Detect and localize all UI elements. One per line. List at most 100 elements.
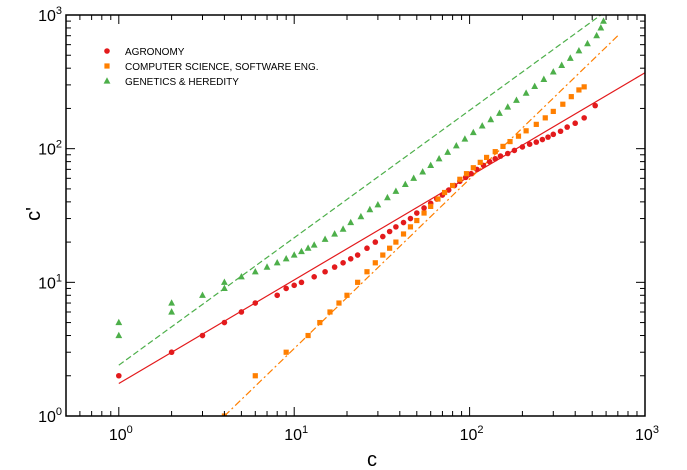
point-s0-22 — [407, 215, 414, 222]
x-tick-label-3-base: 10 — [635, 427, 653, 444]
point-s2-2 — [168, 308, 176, 315]
point-s0-13 — [340, 260, 346, 266]
point-s2-29 — [435, 154, 443, 162]
x-tick-label-2: 102 — [460, 424, 484, 444]
point-s1-24 — [470, 165, 476, 171]
point-s2-27 — [419, 168, 427, 175]
point-s0-6 — [274, 292, 281, 299]
point-s2-19 — [347, 218, 355, 226]
point-s1-1 — [252, 373, 258, 379]
x-tick-label-2-exp: 2 — [477, 424, 483, 436]
legend: AGRONOMY COMPUTER SCIENCE, SOFTWARE ENG. G… — [103, 47, 319, 88]
point-s0-47 — [564, 124, 570, 130]
fit-line-2 — [118, 15, 602, 366]
point-s1-16 — [414, 217, 420, 224]
legend-marker-1 — [104, 63, 110, 69]
y-tick-label-1-exp: 1 — [56, 272, 62, 284]
y-tick-label-2-base: 10 — [38, 142, 56, 159]
point-s1-23 — [463, 171, 470, 177]
point-s2-20 — [357, 212, 365, 220]
point-s0-39 — [511, 147, 518, 154]
point-s2-5 — [221, 284, 228, 292]
point-s2-10 — [273, 259, 281, 266]
point-s2-0 — [115, 331, 123, 339]
point-s2-32 — [461, 135, 469, 142]
point-s1-3 — [305, 332, 311, 339]
fit-line-1 — [223, 35, 619, 416]
point-s0-36 — [492, 155, 499, 162]
point-s0-21 — [400, 219, 407, 226]
point-s2-34 — [478, 122, 486, 129]
point-s2-12 — [290, 251, 298, 258]
point-s1-38 — [581, 84, 587, 90]
x-axis-title: c — [367, 449, 377, 470]
point-s0-24 — [421, 205, 427, 211]
point-s1-20 — [441, 189, 448, 196]
y-tick-label-1: 101 — [38, 272, 62, 292]
point-s0-11 — [322, 268, 328, 275]
point-s2-36 — [496, 109, 503, 116]
point-s2-9 — [263, 263, 271, 270]
point-s1-7 — [344, 292, 350, 298]
point-s2-47 — [593, 31, 601, 39]
point-s2-35 — [487, 115, 495, 123]
point-s1-5 — [327, 309, 333, 315]
point-s2-43 — [558, 61, 566, 68]
legend-label-1: COMPUTER SCIENCE, SOFTWARE ENG. — [125, 62, 319, 73]
point-s2-25 — [401, 180, 409, 188]
point-s1-36 — [568, 94, 574, 100]
point-s1-30 — [515, 133, 522, 139]
point-s0-12 — [331, 264, 338, 270]
point-s1-2 — [283, 349, 289, 355]
point-s0-5 — [252, 300, 259, 306]
point-s2-22 — [374, 201, 382, 208]
point-s2-30 — [444, 148, 452, 155]
point-s0-48 — [572, 120, 579, 127]
legend-marker-0 — [104, 48, 110, 54]
point-s1-33 — [542, 115, 548, 121]
point-s2-28 — [427, 161, 435, 168]
point-s2-3 — [168, 299, 176, 306]
x-tick-label-3-exp: 3 — [653, 424, 659, 436]
point-s1-6 — [336, 300, 342, 306]
point-s0-18 — [380, 233, 386, 240]
point-s2-15 — [310, 241, 318, 248]
point-s0-40 — [519, 144, 526, 150]
x-tick-label-1-exp: 1 — [302, 424, 308, 436]
point-s1-34 — [550, 108, 556, 115]
point-s1-25 — [477, 159, 483, 165]
point-s0-35 — [486, 158, 493, 165]
point-s1-29 — [507, 138, 513, 145]
point-s0-44 — [545, 134, 551, 140]
point-s2-48 — [597, 24, 605, 31]
y-tick-label-0-exp: 0 — [56, 406, 62, 418]
point-s2-26 — [410, 174, 418, 181]
point-s1-35 — [560, 101, 566, 107]
fit-line-0 — [118, 72, 645, 385]
point-s1-27 — [492, 149, 498, 155]
point-s2-7 — [237, 273, 245, 280]
point-s2-41 — [540, 75, 548, 82]
point-s2-21 — [366, 205, 374, 213]
y-tick-label-3: 103 — [38, 5, 62, 25]
point-s1-11 — [380, 252, 386, 258]
point-s0-7 — [283, 285, 289, 292]
point-s2-40 — [531, 82, 539, 90]
y-axis-title: c' — [23, 207, 45, 221]
x-tick-label-1-base: 10 — [284, 427, 302, 444]
axis-ticks — [65, 14, 646, 417]
point-s2-18 — [339, 225, 347, 232]
point-s0-8 — [291, 282, 298, 289]
point-s0-14 — [347, 255, 354, 262]
point-s1-19 — [435, 196, 441, 202]
point-s2-11 — [282, 254, 290, 262]
point-s0-0 — [116, 372, 122, 379]
x-tick-label-2-base: 10 — [460, 427, 478, 444]
y-tick-label-0-base: 10 — [38, 409, 56, 426]
point-s2-23 — [384, 193, 391, 201]
point-s2-38 — [513, 96, 520, 103]
point-s0-28 — [445, 187, 452, 193]
point-s0-37 — [497, 153, 504, 159]
point-s0-41 — [526, 141, 533, 147]
point-s1-22 — [457, 176, 463, 182]
